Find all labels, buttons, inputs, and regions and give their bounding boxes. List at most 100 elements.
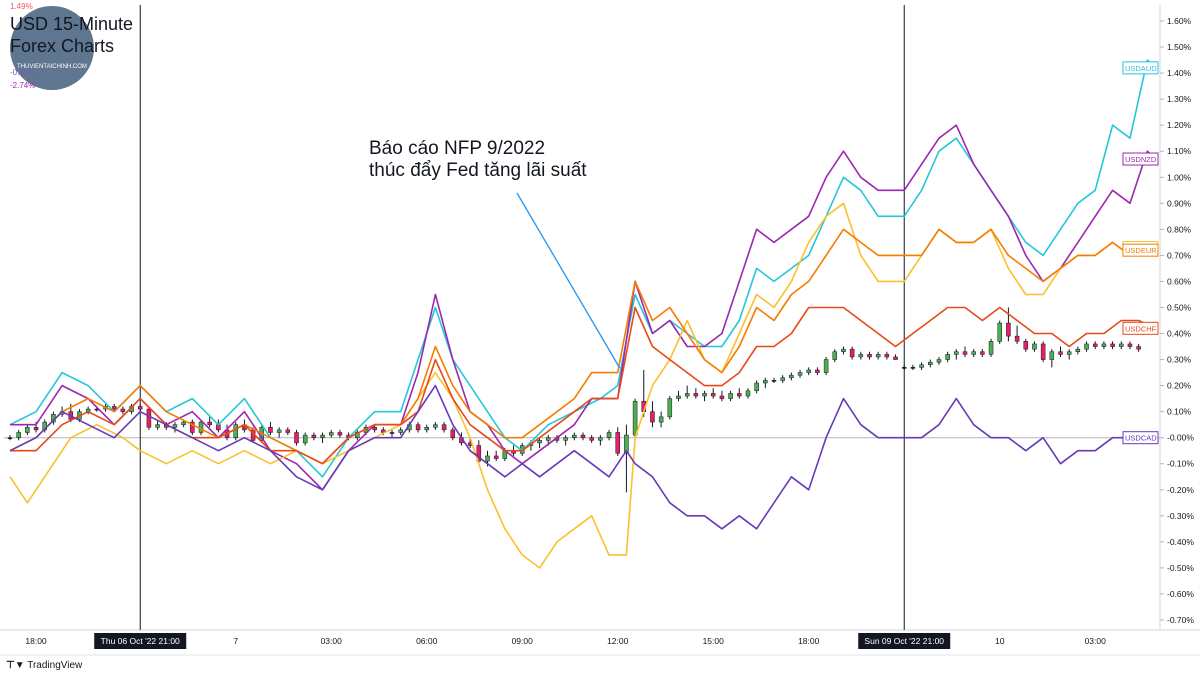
series-end-label-bg [1122,321,1159,335]
candle-body [137,406,143,410]
series-line-usdeur [9,228,1157,465]
y-tick-label: 1.20% [1167,120,1192,130]
candle-body [33,427,39,431]
candle-body [285,429,291,433]
candle-body [563,437,568,441]
candle-body [146,408,152,428]
candle-body [1023,341,1029,350]
candle-body [980,351,985,355]
top-value-1: 1.49% [10,2,33,11]
y-tick-label: -0.50% [1167,563,1194,573]
series-end-label: USDNZD [1125,155,1157,164]
series-end-label: USDCAD [1125,434,1157,443]
y-tick-label: 0.50% [1167,302,1192,312]
x-tick-label: 15:00 [703,636,725,646]
candle-body [16,432,21,438]
candle-body [910,367,916,369]
candle-body [797,372,803,376]
candle-body [537,440,542,444]
series-end-label-bg [1122,431,1159,445]
nfp-annotation: Báo cáo NFP 9/2022 thúc đẩy Fed tăng lãi… [369,138,587,182]
candle-body [1127,343,1133,347]
top-value-3: -2.74% [10,81,36,90]
top-value-2: -0.19% [10,68,36,77]
candle-body [120,408,126,412]
candle-body [806,369,811,373]
candle-body [25,427,30,433]
candle-body [181,421,186,425]
candle-body [172,424,178,428]
x-tick-label: 12:00 [607,636,629,646]
candle-body [780,377,785,381]
candle-body [389,432,395,434]
candle-body [1049,351,1055,360]
candle-body [849,348,855,358]
candle-body [190,421,195,433]
candle-body [867,354,872,358]
candle-body [875,354,881,358]
x-tick-label: 03:00 [1085,636,1107,646]
annotation-line-2: thúc đẩy Fed tăng lãi suất [369,160,587,181]
x-tick-label: 10 [995,636,1005,646]
y-tick-label: 1.40% [1167,68,1192,78]
y-tick-label: 0.70% [1167,250,1192,260]
candle-body [1066,351,1072,355]
candle-body [997,322,1002,342]
candle-body [589,437,594,441]
candle-body [7,437,13,439]
y-tick-label: -0.70% [1167,615,1194,625]
candle-body [962,351,968,355]
candle-body [789,374,794,379]
candle-body [858,354,864,358]
y-tick-label: 0.80% [1167,224,1192,234]
candle-body [763,380,768,384]
candle-body [901,367,907,369]
candle-body [398,429,403,433]
candle-body [1119,343,1124,347]
chart-title-line-2: Forex Charts [10,36,115,56]
x-tick-label: 18:00 [798,636,820,646]
candle-body [233,424,238,438]
y-tick-label: -0.40% [1167,537,1194,547]
y-tick-label: 0.90% [1167,198,1192,208]
x-tick-label: 18:00 [25,636,47,646]
candle-body [1092,343,1098,347]
series-line-usdchf [10,306,1157,465]
candle-body [493,455,499,459]
annotation-line-1: Báo cáo NFP 9/2022 [369,138,546,159]
candle-body [372,427,377,431]
series-end-label-bg [1122,243,1159,257]
tradingview-brand: ⊤▼ TradingView [6,660,82,671]
candle-body [737,393,742,397]
candle-body [111,406,117,410]
candle-body [954,351,959,355]
candle-body [988,341,994,355]
candle-body [841,348,846,353]
candle-body [676,395,681,399]
candle-body [485,455,490,462]
candle-body [658,416,664,423]
candle-body [1084,343,1089,350]
x-tick-highlight-bg [858,633,951,649]
candle-body [546,437,551,441]
candle-body [580,434,586,438]
x-tick-label: 03:00 [321,636,343,646]
x-tick-label: Sun 09 Oct '22 21:00 [864,636,944,646]
candle-body [1006,322,1011,337]
series-line-usdcad [9,384,1156,530]
candle-body [276,429,282,433]
candle-body [615,432,620,454]
watermark-logo: THUVIENTAICHINH.COM [10,6,94,90]
candle-body [710,393,716,397]
y-tick-label: 1.50% [1167,42,1192,52]
candle-body [884,354,890,358]
candle-body [1101,343,1107,347]
candle-body [823,359,829,373]
candle-body [415,424,421,431]
y-tick-label: 1.60% [1167,16,1192,26]
candle-body [328,432,334,436]
series-end-label: USDCHF [1125,324,1157,333]
candle-body [702,393,707,397]
candle-body [311,434,317,438]
